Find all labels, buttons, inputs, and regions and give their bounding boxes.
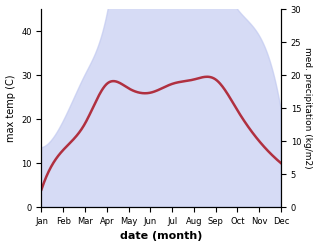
Y-axis label: med. precipitation (kg/m2): med. precipitation (kg/m2) (303, 47, 313, 169)
X-axis label: date (month): date (month) (120, 231, 203, 242)
Y-axis label: max temp (C): max temp (C) (5, 74, 16, 142)
